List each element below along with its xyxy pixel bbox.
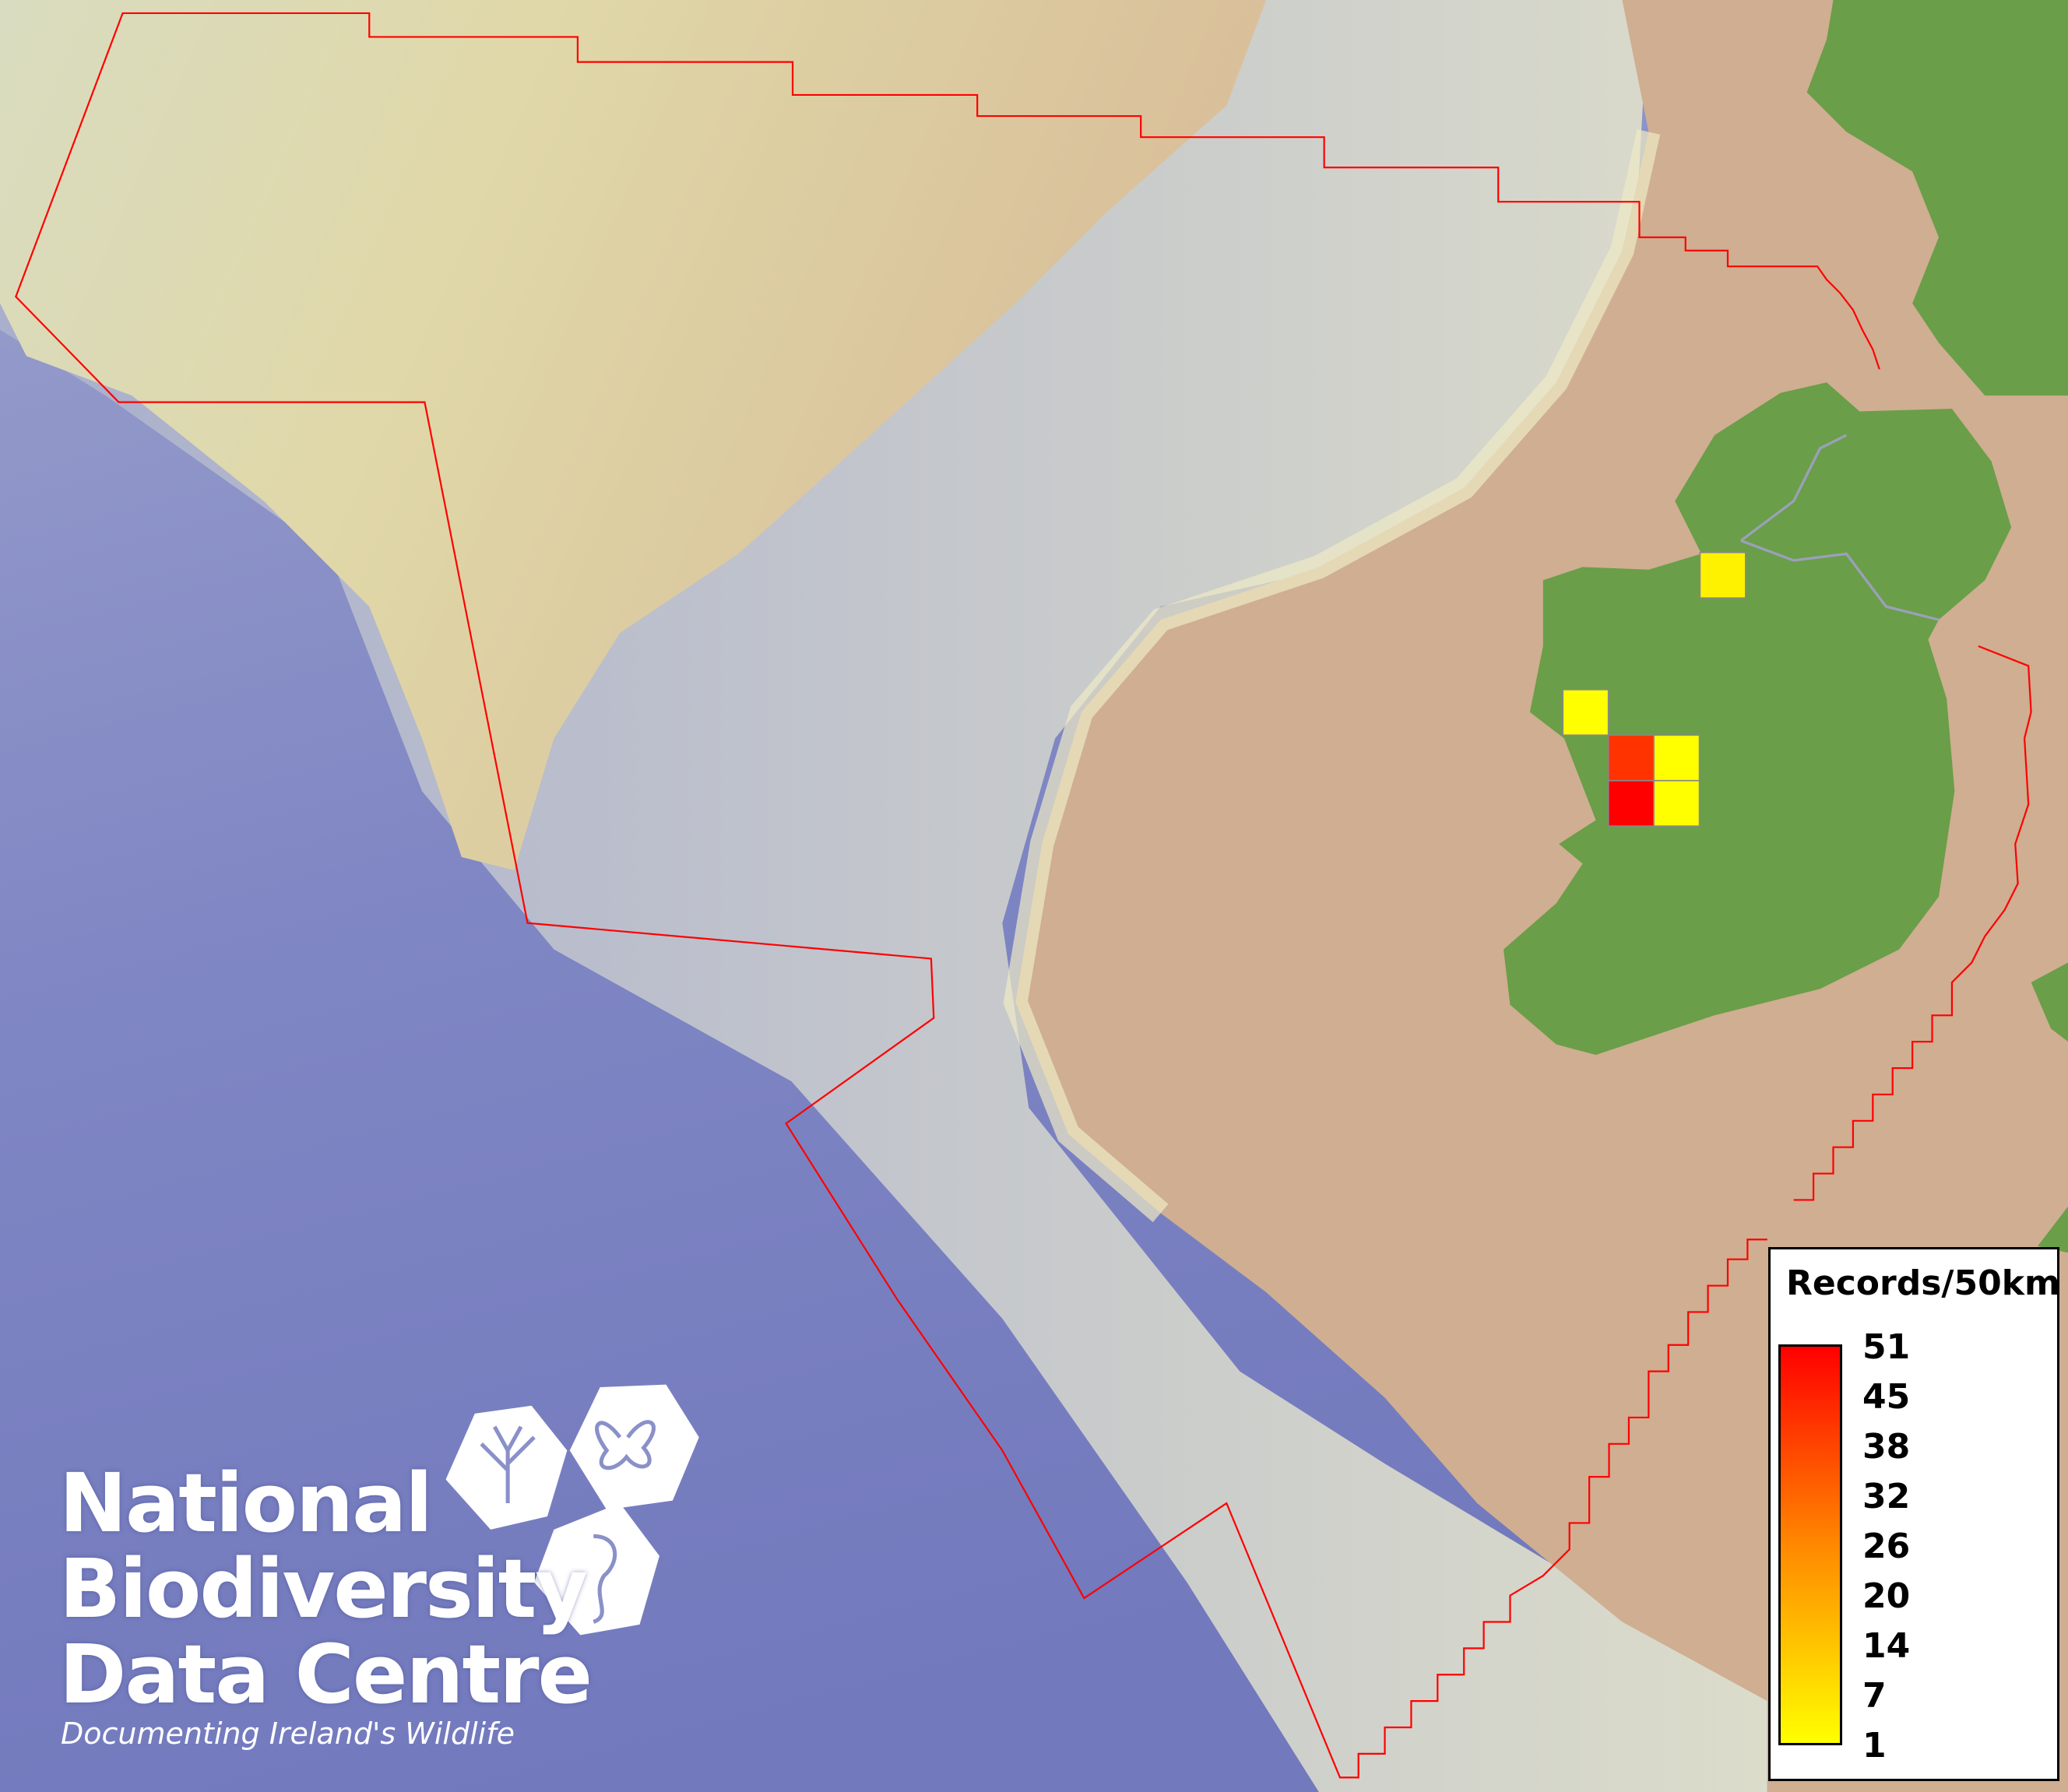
grid-square-centre-sw[interactable] bbox=[1607, 779, 1655, 827]
rockall-bank bbox=[0, 0, 1267, 870]
butterfly-hexagon-icon bbox=[569, 1384, 699, 1510]
grid-square-centre-se[interactable] bbox=[1653, 779, 1700, 827]
grid-square-north[interactable] bbox=[1699, 551, 1746, 599]
logo-line-biodiversity: Biodiversity bbox=[59, 1541, 588, 1636]
legend-label-14: 14 bbox=[1862, 1626, 1911, 1666]
ireland bbox=[1504, 382, 2012, 1056]
logo-tagline: Documenting Ireland's Wildlife bbox=[61, 1716, 515, 1751]
legend-label-20: 20 bbox=[1862, 1576, 1911, 1616]
legend-title: Records/50km bbox=[1786, 1263, 2060, 1303]
legend-label-45: 45 bbox=[1862, 1377, 1911, 1417]
legend-label-26: 26 bbox=[1862, 1527, 1911, 1566]
logo-line-data-centre: Data Centre bbox=[59, 1627, 593, 1722]
records-grid bbox=[1562, 551, 1746, 827]
scotland bbox=[1806, 0, 2068, 396]
shelf-edge-highlight bbox=[1003, 129, 1661, 1222]
grid-square-west[interactable] bbox=[1562, 689, 1609, 736]
grid-square-centre-ne[interactable] bbox=[1653, 734, 1700, 782]
legend-label-1: 1 bbox=[1862, 1726, 1887, 1766]
boundary-line bbox=[15, 12, 2032, 1779]
legend-label-7: 7 bbox=[1862, 1676, 1887, 1716]
legend-color-ramp bbox=[1778, 1344, 1842, 1745]
legend-label-32: 32 bbox=[1862, 1477, 1911, 1516]
seahorse-hexagon-icon bbox=[534, 1503, 659, 1636]
legend-label-38: 38 bbox=[1862, 1427, 1911, 1467]
northern-ireland-border bbox=[1739, 434, 1940, 621]
legend: Records/50km 51 45 38 32 26 20 14 7 1 bbox=[1768, 1247, 2060, 1781]
logo-hexagons bbox=[445, 1384, 699, 1636]
legend-label-51: 51 bbox=[1862, 1327, 1911, 1367]
logo-line-national: National bbox=[59, 1456, 433, 1551]
wales bbox=[2031, 962, 2068, 1253]
grid-square-centre-nw[interactable] bbox=[1607, 734, 1655, 782]
